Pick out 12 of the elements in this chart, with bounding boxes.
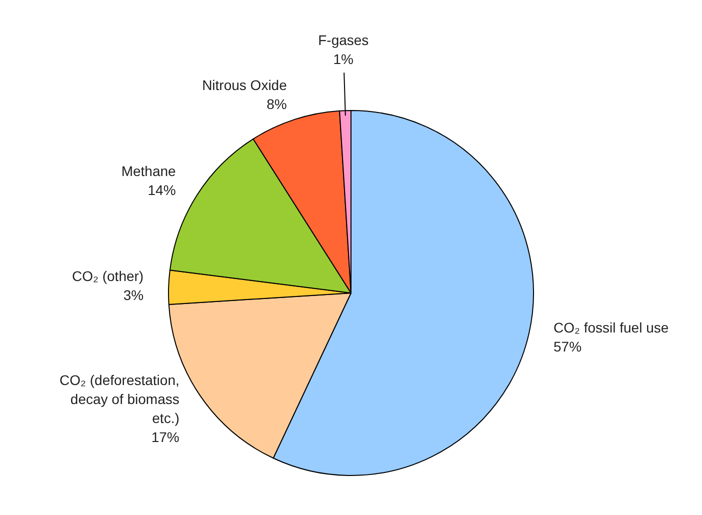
- data-label: 1%: [333, 50, 354, 67]
- data-label: 8%: [266, 96, 287, 112]
- slice-label: CO₂ (deforestation, decay of biomass etc.): [60, 372, 180, 426]
- data-label: 57%: [554, 338, 582, 355]
- slice-label: Nitrous Oxide: [202, 77, 288, 94]
- data-label: 3%: [123, 286, 144, 303]
- slice-label: Methane: [121, 163, 176, 180]
- slice-label: F-gases: [318, 32, 369, 48]
- data-label: 17%: [151, 428, 180, 445]
- slice-label: CO₂ (other): [72, 268, 144, 284]
- slice-label: CO₂ fossil fuel use: [554, 320, 669, 336]
- data-label: 14%: [148, 182, 176, 198]
